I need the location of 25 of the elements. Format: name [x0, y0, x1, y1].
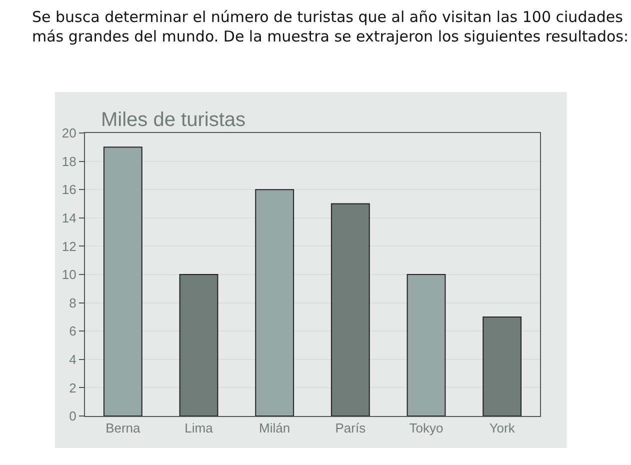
y-tick-label: 2: [69, 380, 76, 396]
y-tick-label: 14: [62, 210, 76, 226]
x-tick-label: París: [335, 420, 366, 436]
y-tick-label: 12: [62, 238, 76, 254]
x-tick-label: Berna: [106, 420, 142, 436]
y-tick-label: 10: [62, 267, 76, 282]
y-tick-label: 18: [62, 154, 76, 169]
y-tick-label: 0: [69, 408, 76, 424]
bar: [406, 274, 446, 416]
x-tick-label: Milán: [259, 420, 290, 436]
x-tick-label: Tokyo: [409, 420, 444, 436]
bar: [330, 203, 370, 416]
x-tick-label: York: [489, 420, 516, 436]
y-tick-label: 8: [69, 295, 76, 310]
y-tick-label: 6: [69, 324, 76, 339]
y-tick-label: 20: [62, 126, 76, 141]
chart-title: Miles de turistas: [101, 109, 246, 131]
text: Se busca determinar el número de turistas que al año visitan las 100 ciudades más grandes del mundo. De la muestra se extrajeron los siguientes resultados:: [32, 8, 629, 46]
y-tick-label: 16: [62, 182, 76, 198]
bar: [103, 146, 142, 416]
bar: [179, 274, 218, 416]
bar: [255, 189, 294, 416]
y-tick-label: 4: [69, 352, 76, 367]
x-tick-label: Lima: [184, 420, 214, 436]
bar: [482, 316, 522, 416]
